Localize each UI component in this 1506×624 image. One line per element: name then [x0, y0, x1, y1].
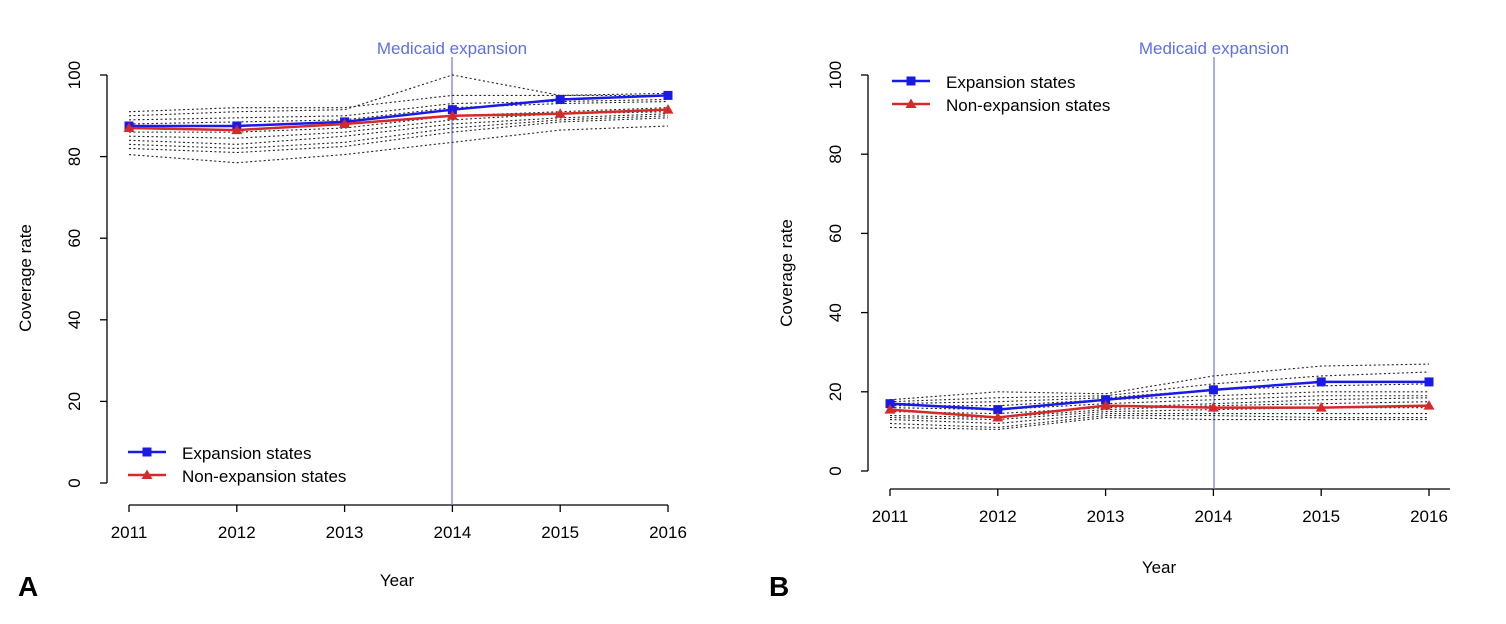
reference-label-a: Medicaid expansion — [377, 39, 527, 58]
series-b — [884, 377, 1435, 422]
y-tick-label-a-60: 60 — [65, 229, 84, 248]
y-tick-label-a-100: 100 — [65, 61, 84, 89]
point-b-expansion-2014 — [1208, 385, 1218, 395]
reference-label-b: Medicaid expansion — [1139, 39, 1289, 58]
point-b-expansion-2011 — [885, 399, 895, 409]
x-tick-label-a-2013: 2013 — [326, 523, 364, 542]
legend-b: Expansion states Non-expansion states — [892, 73, 1110, 115]
y-tick-label-b-60: 60 — [826, 224, 845, 243]
x-tick-label-b-2016: 2016 — [1410, 507, 1448, 526]
y-tick-label-b-20: 20 — [826, 382, 845, 401]
series-line-a-nonexpansion — [128, 108, 669, 132]
point-b-nonexpansion-2013 — [1100, 400, 1112, 410]
x-tick-label-a-2011: 2011 — [111, 523, 148, 542]
state-line-a-1 — [128, 74, 669, 117]
series-a — [123, 90, 674, 135]
point-b-nonexpansion-2016 — [1423, 400, 1435, 410]
point-b-nonexpansion-2011 — [884, 404, 896, 414]
series-line-b-nonexpansion — [889, 404, 1430, 419]
x-tick-label-a-2016: 2016 — [649, 523, 687, 542]
state-line-b-10 — [889, 416, 1429, 430]
point-b-nonexpansion-2014 — [1207, 402, 1219, 412]
series-line-a-expansion — [129, 94, 669, 128]
state-line-a-8 — [128, 117, 669, 154]
x-tick-label-a-2014: 2014 — [433, 523, 471, 542]
point-a-expansion-2016 — [663, 90, 673, 100]
panel-a: Medicaid expansion 2011 2012 2013 2014 2015 2… — [16, 39, 687, 602]
x-tick-label-a-2015: 2015 — [541, 523, 579, 542]
legend-a: Expansion states Non-expansion states — [128, 444, 346, 486]
x-tick-label-a-2012: 2012 — [218, 523, 256, 542]
ticks-a: 2011 2012 2013 2014 2015 2016 0 20 40 60 80 100 — [65, 61, 687, 542]
state-line-b-8 — [889, 413, 1429, 425]
state-line-a-7 — [128, 115, 669, 149]
state-line-a-4 — [129, 107, 669, 133]
x-axis-title-a: Year — [380, 571, 415, 590]
legend-a-expansion-marker — [142, 447, 152, 457]
point-a-nonexpansion-2012 — [231, 124, 243, 135]
x-tick-label-b-2011: 2011 — [872, 507, 909, 526]
panel-label-b: B — [769, 571, 789, 602]
state-line-b-0 — [889, 363, 1430, 401]
y-tick-label-b-0: 0 — [826, 466, 845, 475]
dotted-lines-b — [889, 363, 1430, 430]
state-line-b-1 — [889, 371, 1430, 403]
state-line-a-9 — [128, 125, 669, 164]
y-tick-label-a-0: 0 — [65, 478, 84, 487]
point-b-nonexpansion-2015 — [1315, 402, 1327, 412]
point-a-nonexpansion-2011 — [123, 122, 135, 133]
panel-b: Medicaid expansion 2011 2012 2013 2014 2015 2… — [769, 39, 1450, 602]
ticks-b: 2011 2012 2013 2014 2015 2016 0 20 40 60 80 100 — [826, 61, 1448, 526]
legend-b-expansion-marker — [906, 76, 916, 86]
point-a-nonexpansion-2014 — [446, 110, 458, 120]
x-axis-title-b: Year — [1142, 558, 1177, 577]
x-tick-label-b-2013: 2013 — [1087, 507, 1125, 526]
legend-b-nonexpansion-label: Non-expansion states — [946, 96, 1110, 115]
point-a-expansion-2014 — [447, 105, 457, 115]
y-axis-title-a: Coverage rate — [16, 224, 35, 332]
legend-b-expansion-label: Expansion states — [946, 73, 1075, 92]
legend-a-nonexpansion-label: Non-expansion states — [182, 467, 346, 486]
y-tick-label-a-40: 40 — [65, 310, 84, 329]
point-a-expansion-2015 — [555, 94, 565, 104]
point-b-expansion-2012 — [993, 405, 1003, 415]
state-line-a-6 — [128, 113, 669, 145]
state-line-b-9 — [889, 415, 1429, 428]
point-a-nonexpansion-2016 — [662, 104, 674, 114]
point-b-expansion-2013 — [1101, 395, 1111, 405]
y-tick-label-b-100: 100 — [826, 61, 845, 89]
y-axis-title-b: Coverage rate — [777, 219, 796, 327]
point-b-nonexpansion-2012 — [992, 412, 1004, 422]
y-tick-label-a-20: 20 — [65, 392, 84, 411]
point-a-nonexpansion-2015 — [554, 108, 566, 118]
panel-label-a: A — [18, 571, 38, 602]
point-b-expansion-2016 — [1424, 377, 1434, 387]
x-tick-label-b-2015: 2015 — [1302, 507, 1340, 526]
y-tick-label-b-80: 80 — [826, 145, 845, 164]
point-a-nonexpansion-2013 — [339, 118, 351, 128]
series-line-b-expansion — [889, 380, 1429, 411]
x-tick-label-b-2014: 2014 — [1194, 507, 1232, 526]
x-tick-label-b-2012: 2012 — [979, 507, 1017, 526]
point-b-expansion-2015 — [1316, 377, 1326, 387]
y-tick-label-b-40: 40 — [826, 303, 845, 322]
legend-a-expansion-label: Expansion states — [182, 444, 311, 463]
legend-b-nonexpansion-marker — [905, 98, 917, 108]
legend-a-nonexpansion-marker — [141, 469, 153, 479]
y-tick-label-a-80: 80 — [65, 147, 84, 166]
